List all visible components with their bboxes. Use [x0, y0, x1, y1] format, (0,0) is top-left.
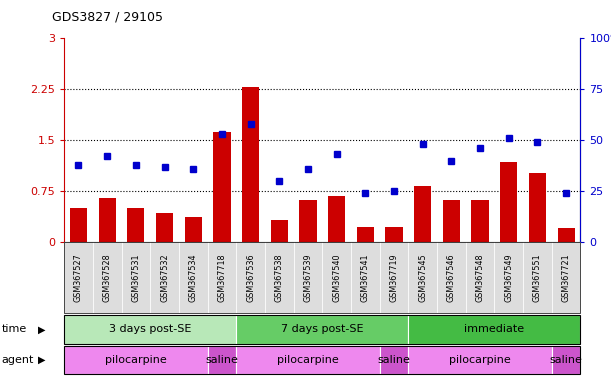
- Text: GSM367719: GSM367719: [389, 253, 398, 302]
- Bar: [414, 186, 431, 242]
- Text: pilocarpine: pilocarpine: [277, 355, 339, 365]
- Text: GSM367541: GSM367541: [361, 253, 370, 302]
- Text: GSM367527: GSM367527: [74, 253, 83, 302]
- Text: GSM367534: GSM367534: [189, 253, 198, 302]
- Bar: [213, 132, 230, 242]
- Bar: [472, 200, 489, 242]
- Text: GSM367546: GSM367546: [447, 253, 456, 302]
- Text: GSM367532: GSM367532: [160, 253, 169, 302]
- Text: 7 days post-SE: 7 days post-SE: [281, 324, 364, 334]
- Text: GSM367551: GSM367551: [533, 253, 542, 302]
- Text: GSM367549: GSM367549: [504, 253, 513, 302]
- Bar: [328, 196, 345, 242]
- Text: immediate: immediate: [464, 324, 524, 334]
- Bar: [529, 173, 546, 242]
- Text: saline: saline: [205, 355, 238, 365]
- Text: time: time: [2, 324, 27, 334]
- Bar: [299, 200, 316, 242]
- Text: GSM367548: GSM367548: [475, 253, 485, 302]
- Bar: [443, 200, 460, 242]
- Text: ▶: ▶: [38, 355, 45, 365]
- Bar: [70, 208, 87, 242]
- Text: GSM367721: GSM367721: [562, 253, 571, 302]
- Text: 3 days post-SE: 3 days post-SE: [109, 324, 191, 334]
- Text: GSM367531: GSM367531: [131, 253, 141, 302]
- Text: GSM367536: GSM367536: [246, 253, 255, 302]
- Bar: [357, 227, 374, 242]
- Text: GSM367718: GSM367718: [218, 253, 227, 302]
- Text: GSM367545: GSM367545: [418, 253, 427, 302]
- Text: GSM367528: GSM367528: [103, 253, 112, 302]
- Bar: [242, 87, 259, 242]
- Text: pilocarpine: pilocarpine: [449, 355, 511, 365]
- Bar: [500, 162, 518, 242]
- Text: GDS3827 / 29105: GDS3827 / 29105: [52, 10, 163, 23]
- Text: saline: saline: [550, 355, 582, 365]
- Text: saline: saline: [378, 355, 411, 365]
- Bar: [156, 214, 173, 242]
- Text: agent: agent: [2, 355, 34, 365]
- Bar: [185, 217, 202, 242]
- Text: ▶: ▶: [38, 324, 45, 334]
- Bar: [127, 208, 144, 242]
- Bar: [557, 228, 575, 242]
- Text: GSM367539: GSM367539: [304, 253, 312, 302]
- Text: GSM367538: GSM367538: [275, 253, 284, 302]
- Bar: [386, 227, 403, 242]
- Bar: [271, 220, 288, 242]
- Bar: [98, 198, 115, 242]
- Text: pilocarpine: pilocarpine: [105, 355, 167, 365]
- Text: GSM367540: GSM367540: [332, 253, 341, 302]
